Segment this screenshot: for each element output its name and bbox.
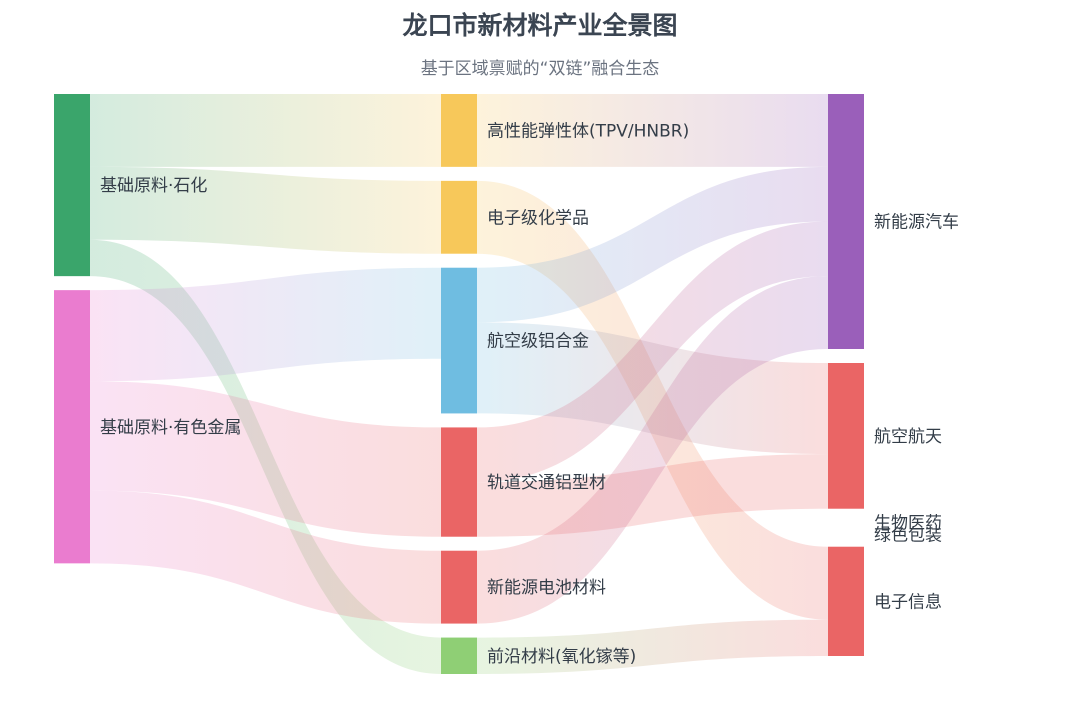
sankey-label-a_elec: 电子信息 [874,592,942,612]
sankey-node-m_rail [441,427,477,537]
sankey-node-m_battery [441,550,477,624]
sankey-label-m_alloy: 航空级铝合金 [487,332,589,352]
sankey-label-m_rail: 轨道交通铝型材 [487,473,606,493]
sankey-link-m_rail-to-a_nev [477,221,828,483]
chart-title: 龙口市新材料产业全景图 [402,11,678,40]
sankey-link-src_metal-to-m_alloy [90,267,441,382]
sankey-link-src_metal-to-m_battery [90,490,441,624]
sankey-link-src_petro-to-m_tpv [90,94,441,167]
sankey-label-m_echem: 电子级化学品 [487,208,589,228]
sankey-node-m_frontier [441,637,477,674]
sankey-label-src_petro: 基础原料·石化 [100,176,207,196]
sankey-link-m_alloy-to-a_nev [477,166,828,323]
sankey-node-m_tpv [441,94,477,167]
sankey-node-src_petro [54,94,90,277]
sankey-label-a_nev: 新能源汽车 [874,213,959,233]
sankey-label-src_metal: 基础原料·有色金属 [100,418,241,438]
sankey-label-m_battery: 新能源电池材料 [487,578,606,598]
sankey-link-m_rail-to-a_aero [477,454,828,537]
sankey-label-a_aero: 航空航天 [874,427,942,447]
chart-subtitle: 基于区域禀赋的“双链”融合生态 [420,59,660,79]
sankey-label-a_green: 绿色包装 [874,526,942,546]
sankey-link-m_battery-to-a_nev [477,276,828,624]
sankey-node-src_metal [54,290,90,564]
sankey-label-m_frontier: 前沿材料(氧化镓等) [487,647,636,667]
sankey-node-a_elec [828,546,864,656]
sankey-node-m_echem [441,180,477,254]
sankey-node-a_nev [828,94,864,349]
sankey-node-a_aero [828,363,864,509]
sankey-link-m_tpv-to-a_nev [477,94,828,167]
sankey-node-m_alloy [441,267,477,414]
sankey-link-m_alloy-to-a_aero [477,322,828,455]
sankey-link-src_petro-to-m_echem [90,166,441,254]
sankey-link-src_metal-to-m_rail [90,381,441,537]
sankey-link-m_frontier-to-a_elec [477,619,828,674]
sankey-label-a_bio: 生物医药 [874,514,942,534]
sankey-label-m_tpv: 高性能弹性体(TPV/HNBR) [487,121,689,141]
